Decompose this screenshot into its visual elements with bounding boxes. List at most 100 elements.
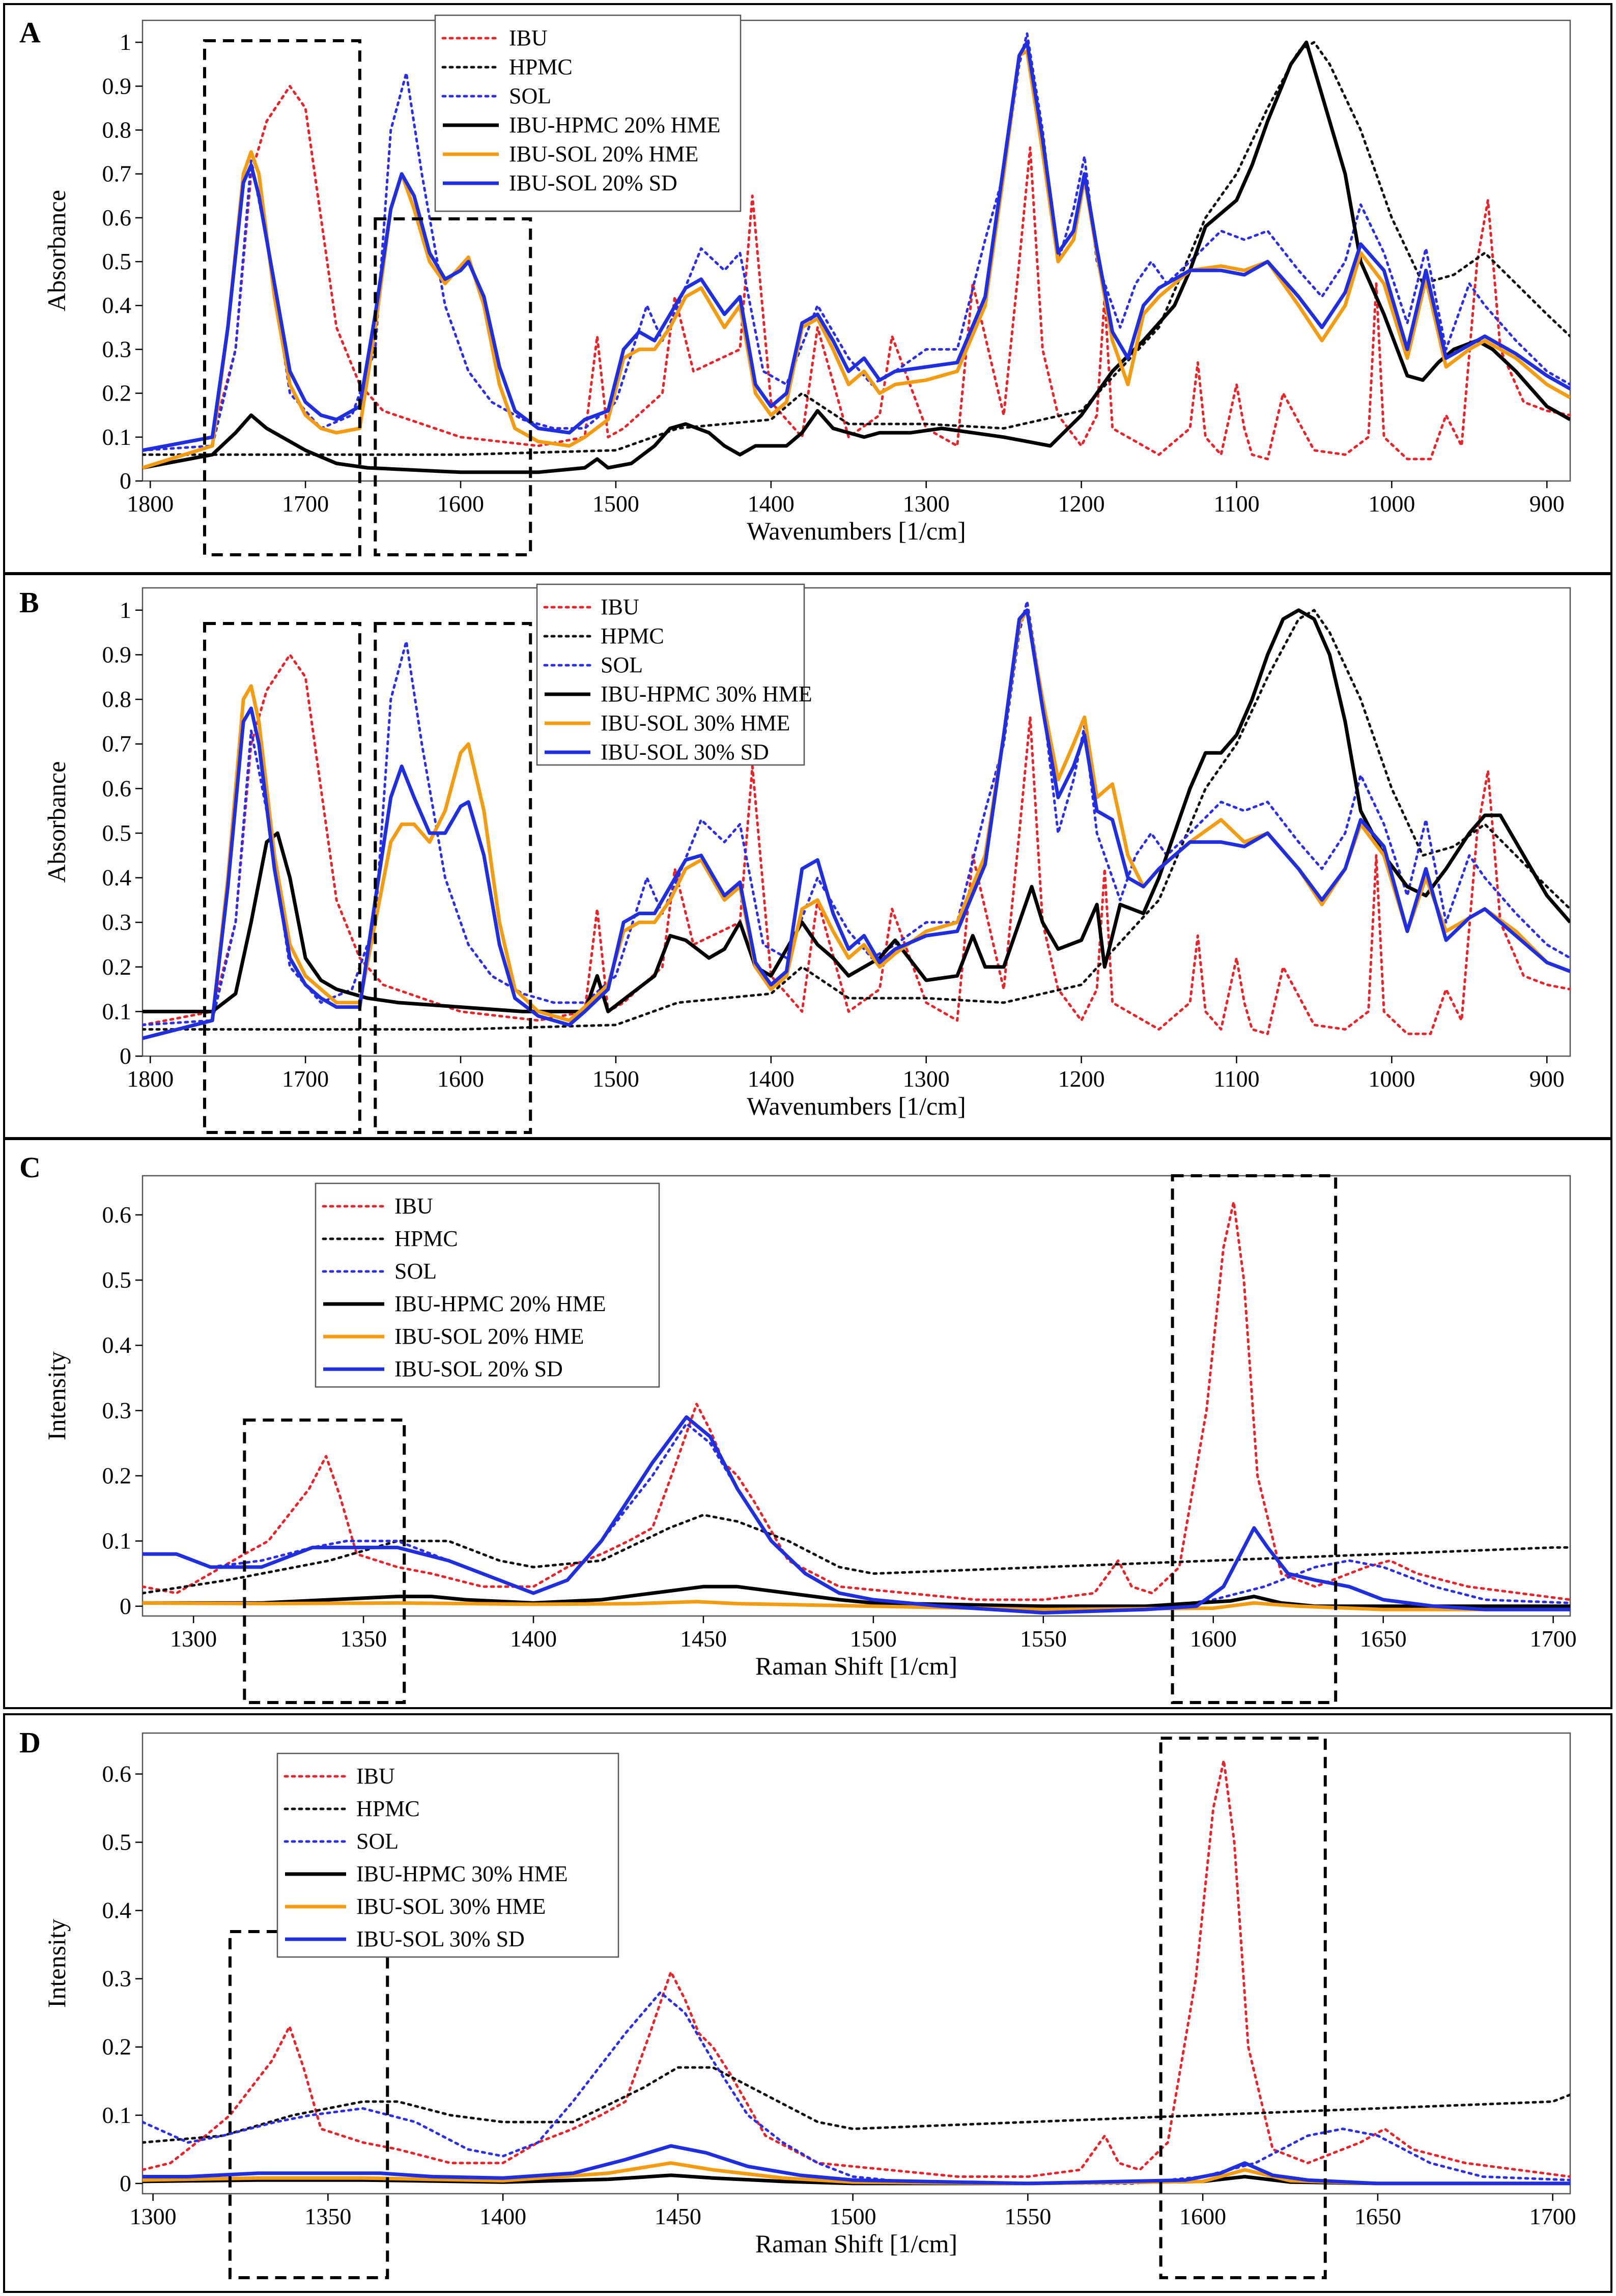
x-tick-label: 900: [1529, 1066, 1565, 1092]
y-tick-label: 1: [120, 29, 131, 55]
series-group: [143, 1200, 1570, 1615]
legend-label: SOL: [394, 1259, 437, 1284]
y-axis-title: Intensity: [42, 1919, 71, 2008]
y-tick-label: 0.4: [102, 1897, 132, 1923]
plot-area: [141, 1732, 1571, 2195]
y-tick-label: 0.3: [102, 1966, 132, 1992]
highlight-box: [374, 217, 532, 556]
legend-box: [315, 1182, 660, 1388]
x-tick-label: 1600: [1179, 2203, 1226, 2229]
legend-label: IBU-HPMC 30% HME: [356, 1861, 568, 1886]
x-tick-label: 1100: [1213, 1066, 1259, 1092]
y-tick-label: 0.3: [102, 1397, 132, 1423]
y-tick-label: 0.7: [102, 161, 132, 187]
series-line: [143, 608, 1570, 1040]
legend: IBU HPMC SOL IBU-HPMC 20% HME IBU-SOL 20% HM…: [434, 14, 742, 212]
series-line: [143, 1513, 1570, 1595]
legend-label: IBU: [394, 1194, 433, 1218]
y-tick-label: 0: [120, 2170, 131, 2196]
y-tick-label: 0.1: [102, 1528, 132, 1554]
x-tick-label: 1400: [748, 491, 795, 517]
x-tick-label: 1400: [510, 1626, 557, 1652]
plot-area: [141, 587, 1571, 1057]
series-line: [143, 40, 1570, 452]
series-line: [143, 2144, 1570, 2186]
legend-box: [434, 14, 742, 212]
x-tick-label: 1300: [903, 491, 950, 517]
x-tick-label: 1600: [1190, 1626, 1237, 1652]
y-tick-label: 0.1: [102, 424, 132, 450]
legend: IBU HPMC SOL IBU-HPMC 20% HME IBU-SOL 20% HM…: [315, 1182, 660, 1388]
legend: IBU HPMC SOL IBU-HPMC 30% HME IBU-SOL 30% HM…: [276, 1752, 619, 1958]
legend-label: HPMC: [394, 1226, 458, 1251]
y-tick-label: 0.9: [102, 73, 132, 99]
x-axis-title: Wavenumbers [1/cm]: [747, 517, 966, 545]
y-tick-label: 0.5: [102, 248, 132, 274]
y-tick-label: 0.5: [102, 820, 132, 846]
y-tick-label: 0: [120, 1043, 131, 1069]
y-tick-label: 0.9: [102, 641, 132, 667]
x-axis-title: Wavenumbers [1/cm]: [747, 1092, 966, 1120]
legend-label: IBU-SOL 30% HME: [356, 1894, 546, 1919]
x-tick-label: 1450: [680, 1626, 727, 1652]
highlight-box: [1159, 1737, 1327, 2279]
panel-d: D 0 0.1 0.2 0.3 0.4 0.5 0.6 1300 1350 1400 1450 1500…: [3, 1713, 1612, 2293]
x-tick-label: 1700: [282, 491, 329, 517]
legend-box: [276, 1752, 619, 1958]
plot-area: [141, 19, 1571, 482]
series-line: [143, 609, 1570, 1031]
series-line: [143, 32, 1570, 452]
x-tick-label: 900: [1529, 491, 1565, 517]
legend-label: IBU-HPMC 20% HME: [394, 1291, 606, 1316]
panel-frame: [3, 3, 1612, 574]
x-tick-label: 1400: [479, 2203, 526, 2229]
series-line: [143, 1991, 1570, 2185]
panel-frame: [3, 1713, 1612, 2293]
panel-letter: B: [19, 586, 39, 619]
highlight-box: [1171, 1174, 1338, 1704]
y-tick-label: 0.7: [102, 731, 132, 757]
y-tick-label: 0.6: [102, 775, 132, 801]
y-tick-label: 0.6: [102, 1202, 132, 1228]
legend-label: IBU-SOL 30% SD: [601, 740, 769, 764]
legend-label: IBU-HPMC 20% HME: [509, 112, 721, 137]
y-tick-label: 1: [120, 597, 131, 623]
x-tick-label: 1800: [127, 491, 174, 517]
y-tick-label: 0.1: [102, 998, 132, 1024]
x-tick-label: 1500: [592, 491, 639, 517]
y-tick-label: 0: [120, 1593, 131, 1619]
series-line: [143, 1759, 1570, 2178]
legend-label: SOL: [356, 1829, 399, 1854]
highlight-box: [243, 1419, 406, 1704]
y-tick-label: 0.4: [102, 865, 132, 891]
x-tick-label: 1300: [170, 1626, 217, 1652]
y-tick-label: 0.8: [102, 117, 132, 143]
series-line: [143, 1584, 1570, 1608]
x-tick-label: 1400: [748, 1066, 795, 1092]
series-line: [143, 600, 1570, 1027]
legend-label: IBU-SOL 20% HME: [509, 141, 698, 166]
y-tick-label: 0.3: [102, 336, 132, 362]
y-tick-label: 0.2: [102, 1462, 132, 1488]
series-line: [143, 1200, 1570, 1601]
x-tick-label: 1550: [1004, 2203, 1051, 2229]
panel-letter: D: [19, 1726, 41, 1759]
y-axis-title: Intensity: [42, 1351, 71, 1440]
plot-area: [141, 1175, 1571, 1617]
series-line: [143, 40, 1570, 474]
legend-box: [536, 583, 805, 766]
y-tick-label: 0.2: [102, 2034, 132, 2060]
legend-label: IBU-SOL 20% SD: [394, 1356, 563, 1381]
x-tick-label: 1800: [127, 1066, 174, 1092]
panel-a: A 0 0.1 0.2 0.3 0.4 0.5 0.6 0.7 0.8 0.9 1 1800 1700 16…: [3, 3, 1612, 574]
series-line: [143, 1422, 1570, 1614]
x-tick-label: 1450: [655, 2203, 701, 2229]
y-tick-label: 0.2: [102, 380, 132, 406]
x-tick-label: 1500: [830, 2203, 876, 2229]
highlight-box: [203, 622, 361, 1134]
x-tick-label: 1100: [1213, 491, 1259, 517]
x-tick-label: 1500: [850, 1626, 897, 1652]
x-tick-label: 1300: [903, 1066, 950, 1092]
y-tick-label: 0.3: [102, 909, 132, 935]
